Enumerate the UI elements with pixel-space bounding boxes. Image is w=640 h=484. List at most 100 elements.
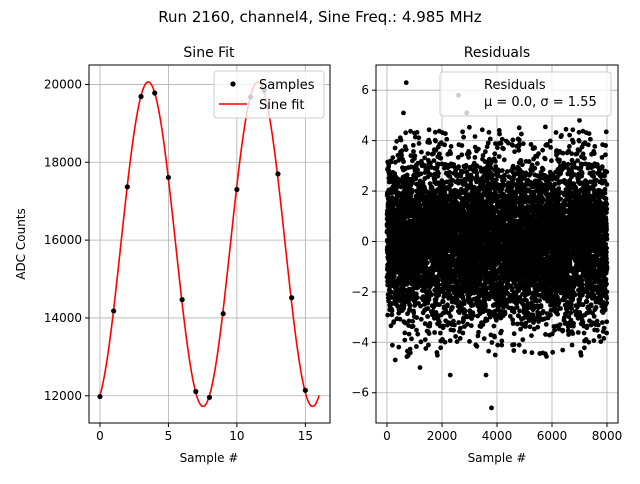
residual-point (425, 314, 430, 319)
sample-point (303, 388, 308, 393)
residual-point (403, 130, 408, 135)
residual-point (438, 345, 443, 350)
residual-point (415, 332, 420, 337)
residual-point (502, 157, 507, 162)
residual-point (480, 127, 485, 132)
residual-point (512, 342, 517, 347)
residual-point (456, 320, 461, 325)
legend-fit-label: Sine fit (259, 98, 305, 113)
residual-point (393, 146, 398, 151)
left-y-tick-label: 20000 (44, 77, 82, 91)
residual-point (426, 151, 431, 156)
residual-point (415, 295, 420, 300)
sine-fit-xlabel: Sample # (180, 451, 239, 465)
residual-point (493, 159, 498, 164)
residual-point (459, 152, 464, 157)
residual-point (419, 317, 424, 322)
residual-point (390, 343, 395, 348)
residual-point (461, 318, 466, 323)
residual-point (441, 299, 446, 304)
residual-point (461, 135, 466, 140)
residual-point (404, 147, 409, 152)
residual-point (442, 142, 447, 147)
residual-point (433, 139, 438, 144)
residual-point (517, 343, 522, 348)
residual-point (487, 130, 492, 135)
residual-point (493, 353, 498, 358)
residual-point (487, 297, 492, 302)
residual-point (426, 343, 431, 348)
sine-fit-title: Sine Fit (183, 45, 235, 61)
residual-point (505, 169, 510, 174)
residual-point (517, 138, 522, 143)
sample-point (275, 171, 280, 176)
left-y-tick-label: 18000 (44, 155, 82, 169)
residual-point (429, 292, 434, 297)
residual-point (511, 321, 516, 326)
residual-point (512, 149, 517, 154)
residual-point (411, 324, 416, 329)
residual-point (460, 129, 465, 134)
residual-point (500, 168, 505, 173)
residual-point (511, 348, 516, 353)
residual-point (495, 145, 500, 150)
residual-point (476, 147, 481, 152)
residual-point (445, 302, 450, 307)
residual-point (492, 324, 497, 329)
residual-point (444, 137, 449, 142)
residual-point (499, 329, 504, 334)
left-y-tick-label: 12000 (44, 389, 82, 403)
residual-point (405, 173, 410, 178)
residual-point (390, 309, 395, 314)
residual-point (453, 334, 458, 339)
residual-point (399, 153, 404, 158)
residual-point (473, 134, 478, 139)
residual-point (492, 151, 497, 156)
sine-fit-ylabel: ADC Counts (14, 208, 28, 280)
residual-point (488, 137, 493, 142)
residual-point (443, 340, 448, 345)
residual-point (408, 350, 413, 355)
residual-point (464, 163, 469, 168)
residual-point (407, 332, 412, 337)
residual-point (423, 337, 428, 342)
residual-point (483, 304, 488, 309)
residual-point (517, 125, 522, 130)
sample-point (289, 295, 294, 300)
sample-point (193, 389, 198, 394)
residual-point (492, 335, 497, 340)
residual-point (483, 149, 488, 154)
residual-point (486, 349, 491, 354)
residuals-title: Residuals (464, 45, 530, 61)
residual-point (427, 127, 432, 132)
sample-point (138, 94, 143, 99)
residual-point (413, 154, 418, 159)
residual-point (402, 338, 407, 343)
residual-point (411, 149, 416, 154)
residual-point (436, 282, 441, 287)
residual-point (427, 331, 432, 336)
residual-point (448, 314, 453, 319)
residual-point (473, 155, 478, 160)
sample-point (180, 297, 185, 302)
legend-samples-marker (230, 81, 235, 86)
residual-point (516, 148, 521, 153)
sample-point (125, 184, 130, 189)
residual-point (467, 125, 472, 130)
residual-point (415, 130, 420, 135)
residual-point (499, 339, 504, 344)
left-x-tick-label: 10 (229, 429, 244, 443)
sample-point (111, 308, 116, 313)
residual-point (436, 278, 441, 283)
residual-point (411, 143, 416, 148)
residual-point (519, 132, 524, 137)
residual-point (449, 144, 454, 149)
residual-point (497, 154, 502, 159)
left-y-tick-label: 14000 (44, 311, 82, 325)
residual-point (449, 182, 454, 187)
residual-point (416, 135, 421, 140)
sample-point (166, 175, 171, 180)
residual-point (469, 323, 474, 328)
residual-point (441, 324, 446, 329)
residual-point (417, 141, 422, 146)
